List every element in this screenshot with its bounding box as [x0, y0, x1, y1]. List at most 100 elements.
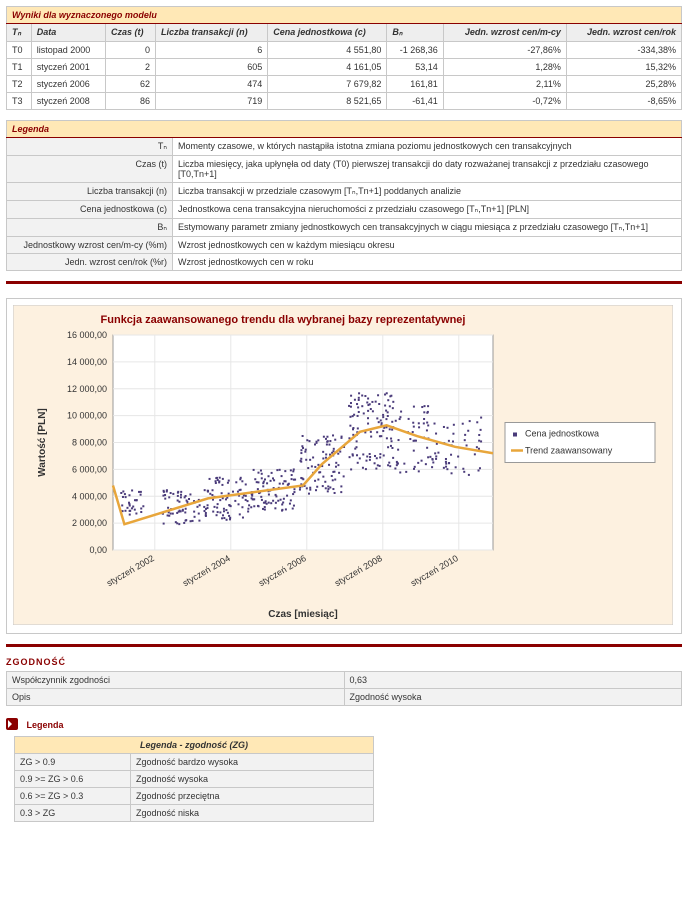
cell-data: listopad 2000 [31, 42, 105, 59]
zg-legend-row: 0.9 >= ZG > 0.6Zgodność wysoka [15, 771, 374, 788]
col-wm: Jedn. wzrost cen/m-cy [443, 24, 566, 42]
col-bn: Bₙ [387, 24, 443, 42]
zg-legend-row: ZG > 0.9Zgodność bardzo wysoka [15, 754, 374, 771]
zg-range: ZG > 0.9 [15, 754, 131, 771]
cell-data: styczeń 2006 [31, 76, 105, 93]
results-table: Wyniki dla wyznaczonego modelu Tₙ Data C… [6, 6, 682, 110]
col-data: Data [31, 24, 105, 42]
legend-row: Jednostkowy wzrost cen/m-cy (%m)Wzrost j… [7, 237, 682, 254]
cell-wr: -334,38% [566, 42, 681, 59]
cell-cena: 7 679,82 [268, 76, 387, 93]
cell-wr: -8,65% [566, 93, 681, 110]
cell-wm: 2,11% [443, 76, 566, 93]
cell-t: T1 [7, 59, 32, 76]
svg-text:6 000,00: 6 000,00 [72, 464, 107, 474]
svg-text:Czas [miesiąc]: Czas [miesiąc] [268, 609, 337, 620]
zg-range: 0.6 >= ZG > 0.3 [15, 788, 131, 805]
cell-t: T0 [7, 42, 32, 59]
legend-row: BₙEstymowany parametr zmiany jednostkowy… [7, 219, 682, 237]
zgodnosc-table: Współczynnik zgodności0,63OpisZgodność w… [6, 671, 682, 706]
legend-key: Jednostkowy wzrost cen/m-cy (%m) [7, 237, 173, 254]
legend-key: Czas (t) [7, 156, 173, 183]
svg-text:16 000,00: 16 000,00 [67, 330, 107, 340]
cell-data: styczeń 2008 [31, 93, 105, 110]
zg-range: 0.9 >= ZG > 0.6 [15, 771, 131, 788]
cell-liczba: 719 [156, 93, 268, 110]
col-czas: Czas (t) [106, 24, 156, 42]
legenda-zg-block: Legenda Legenda - zgodność (ZG) ZG > 0.9… [6, 716, 682, 822]
legend-val: Wzrost jednostkowych cen w roku [173, 254, 682, 271]
zg-key: Współczynnik zgodności [7, 672, 345, 689]
legend-val: Liczba transakcji w przedziale czasowym … [173, 183, 682, 201]
zg-desc: Zgodność niska [131, 805, 374, 822]
svg-text:14 000,00: 14 000,00 [67, 357, 107, 367]
cell-liczba: 6 [156, 42, 268, 59]
svg-text:Wartość [PLN]: Wartość [PLN] [37, 408, 48, 477]
divider [6, 644, 682, 647]
results-title: Wyniki dla wyznaczonego modelu [7, 7, 682, 24]
cell-bn: -61,41 [387, 93, 443, 110]
col-cena: Cena jednostkowa (c) [268, 24, 387, 42]
legend-val: Momenty czasowe, w których nastąpiła ist… [173, 138, 682, 156]
trend-chart: Funkcja zaawansowanego trendu dla wybran… [13, 305, 673, 625]
col-tn: Tₙ [7, 24, 32, 42]
cell-liczba: 605 [156, 59, 268, 76]
cell-bn: -1 268,36 [387, 42, 443, 59]
legend-val: Wzrost jednostkowych cen w każdym miesią… [173, 237, 682, 254]
zg-key: Opis [7, 689, 345, 706]
col-wr: Jedn. wzrost cen/rok [566, 24, 681, 42]
legenda-zg-title: Legenda - zgodność (ZG) [15, 737, 374, 754]
cell-data: styczeń 2001 [31, 59, 105, 76]
svg-text:Funkcja zaawansowanego trendu: Funkcja zaawansowanego trendu dla wybran… [101, 314, 466, 326]
legend-row: Czas (t)Liczba miesięcy, jaka upłynęła o… [7, 156, 682, 183]
table-row: T1styczeń 200126054 161,0553,141,28%15,3… [7, 59, 682, 76]
legenda-title: Legenda [7, 121, 682, 138]
svg-text:10 000,00: 10 000,00 [67, 411, 107, 421]
cell-t: T3 [7, 93, 32, 110]
svg-text:2 000,00: 2 000,00 [72, 518, 107, 528]
cell-wr: 25,28% [566, 76, 681, 93]
cell-wr: 15,32% [566, 59, 681, 76]
cell-cena: 4 551,80 [268, 42, 387, 59]
legenda-table: Legenda TₙMomenty czasowe, w których nas… [6, 120, 682, 271]
legend-key: Bₙ [7, 219, 173, 237]
cell-czas: 2 [106, 59, 156, 76]
table-row: T0listopad 2000064 551,80-1 268,36-27,86… [7, 42, 682, 59]
legend-row: Cena jednostkowa (c)Jednostkowa cena tra… [7, 201, 682, 219]
cell-liczba: 474 [156, 76, 268, 93]
legend-key: Liczba transakcji (n) [7, 183, 173, 201]
cell-bn: 53,14 [387, 59, 443, 76]
legend-key: Cena jednostkowa (c) [7, 201, 173, 219]
zg-val: Zgodność wysoka [344, 689, 682, 706]
legend-key: Jedn. wzrost cen/rok (%r) [7, 254, 173, 271]
svg-text:0,00: 0,00 [89, 545, 107, 555]
zg-desc: Zgodność bardzo wysoka [131, 754, 374, 771]
legenda-zg-table: Legenda - zgodność (ZG) ZG > 0.9Zgodność… [14, 736, 374, 822]
divider [6, 281, 682, 284]
legend-key: Tₙ [7, 138, 173, 156]
cell-wm: 1,28% [443, 59, 566, 76]
svg-text:8 000,00: 8 000,00 [72, 438, 107, 448]
legend-row: TₙMomenty czasowe, w których nastąpiła i… [7, 138, 682, 156]
legend-val: Estymowany parametr zmiany jednostkowych… [173, 219, 682, 237]
cell-t: T2 [7, 76, 32, 93]
legend-val: Jednostkowa cena transakcyjna nieruchomo… [173, 201, 682, 219]
zg-range: 0.3 > ZG [15, 805, 131, 822]
legend-row: Jedn. wzrost cen/rok (%r)Wzrost jednostk… [7, 254, 682, 271]
cell-cena: 8 521,65 [268, 93, 387, 110]
svg-text:Trend zaawansowany: Trend zaawansowany [525, 446, 613, 456]
collapse-icon[interactable] [6, 718, 18, 730]
cell-czas: 62 [106, 76, 156, 93]
cell-wm: -27,86% [443, 42, 566, 59]
legenda-zg-header: Legenda [27, 720, 64, 730]
svg-text:4 000,00: 4 000,00 [72, 491, 107, 501]
table-row: T3styczeń 2008867198 521,65-61,41-0,72%-… [7, 93, 682, 110]
cell-czas: 0 [106, 42, 156, 59]
zg-desc: Zgodność przeciętna [131, 788, 374, 805]
cell-wm: -0,72% [443, 93, 566, 110]
zg-desc: Zgodność wysoka [131, 771, 374, 788]
svg-text:Cena jednostkowa: Cena jednostkowa [525, 429, 599, 439]
zg-legend-row: 0.6 >= ZG > 0.3Zgodność przeciętna [15, 788, 374, 805]
chart-container: Funkcja zaawansowanego trendu dla wybran… [6, 298, 682, 634]
table-row: T2styczeń 2006624747 679,82161,812,11%25… [7, 76, 682, 93]
